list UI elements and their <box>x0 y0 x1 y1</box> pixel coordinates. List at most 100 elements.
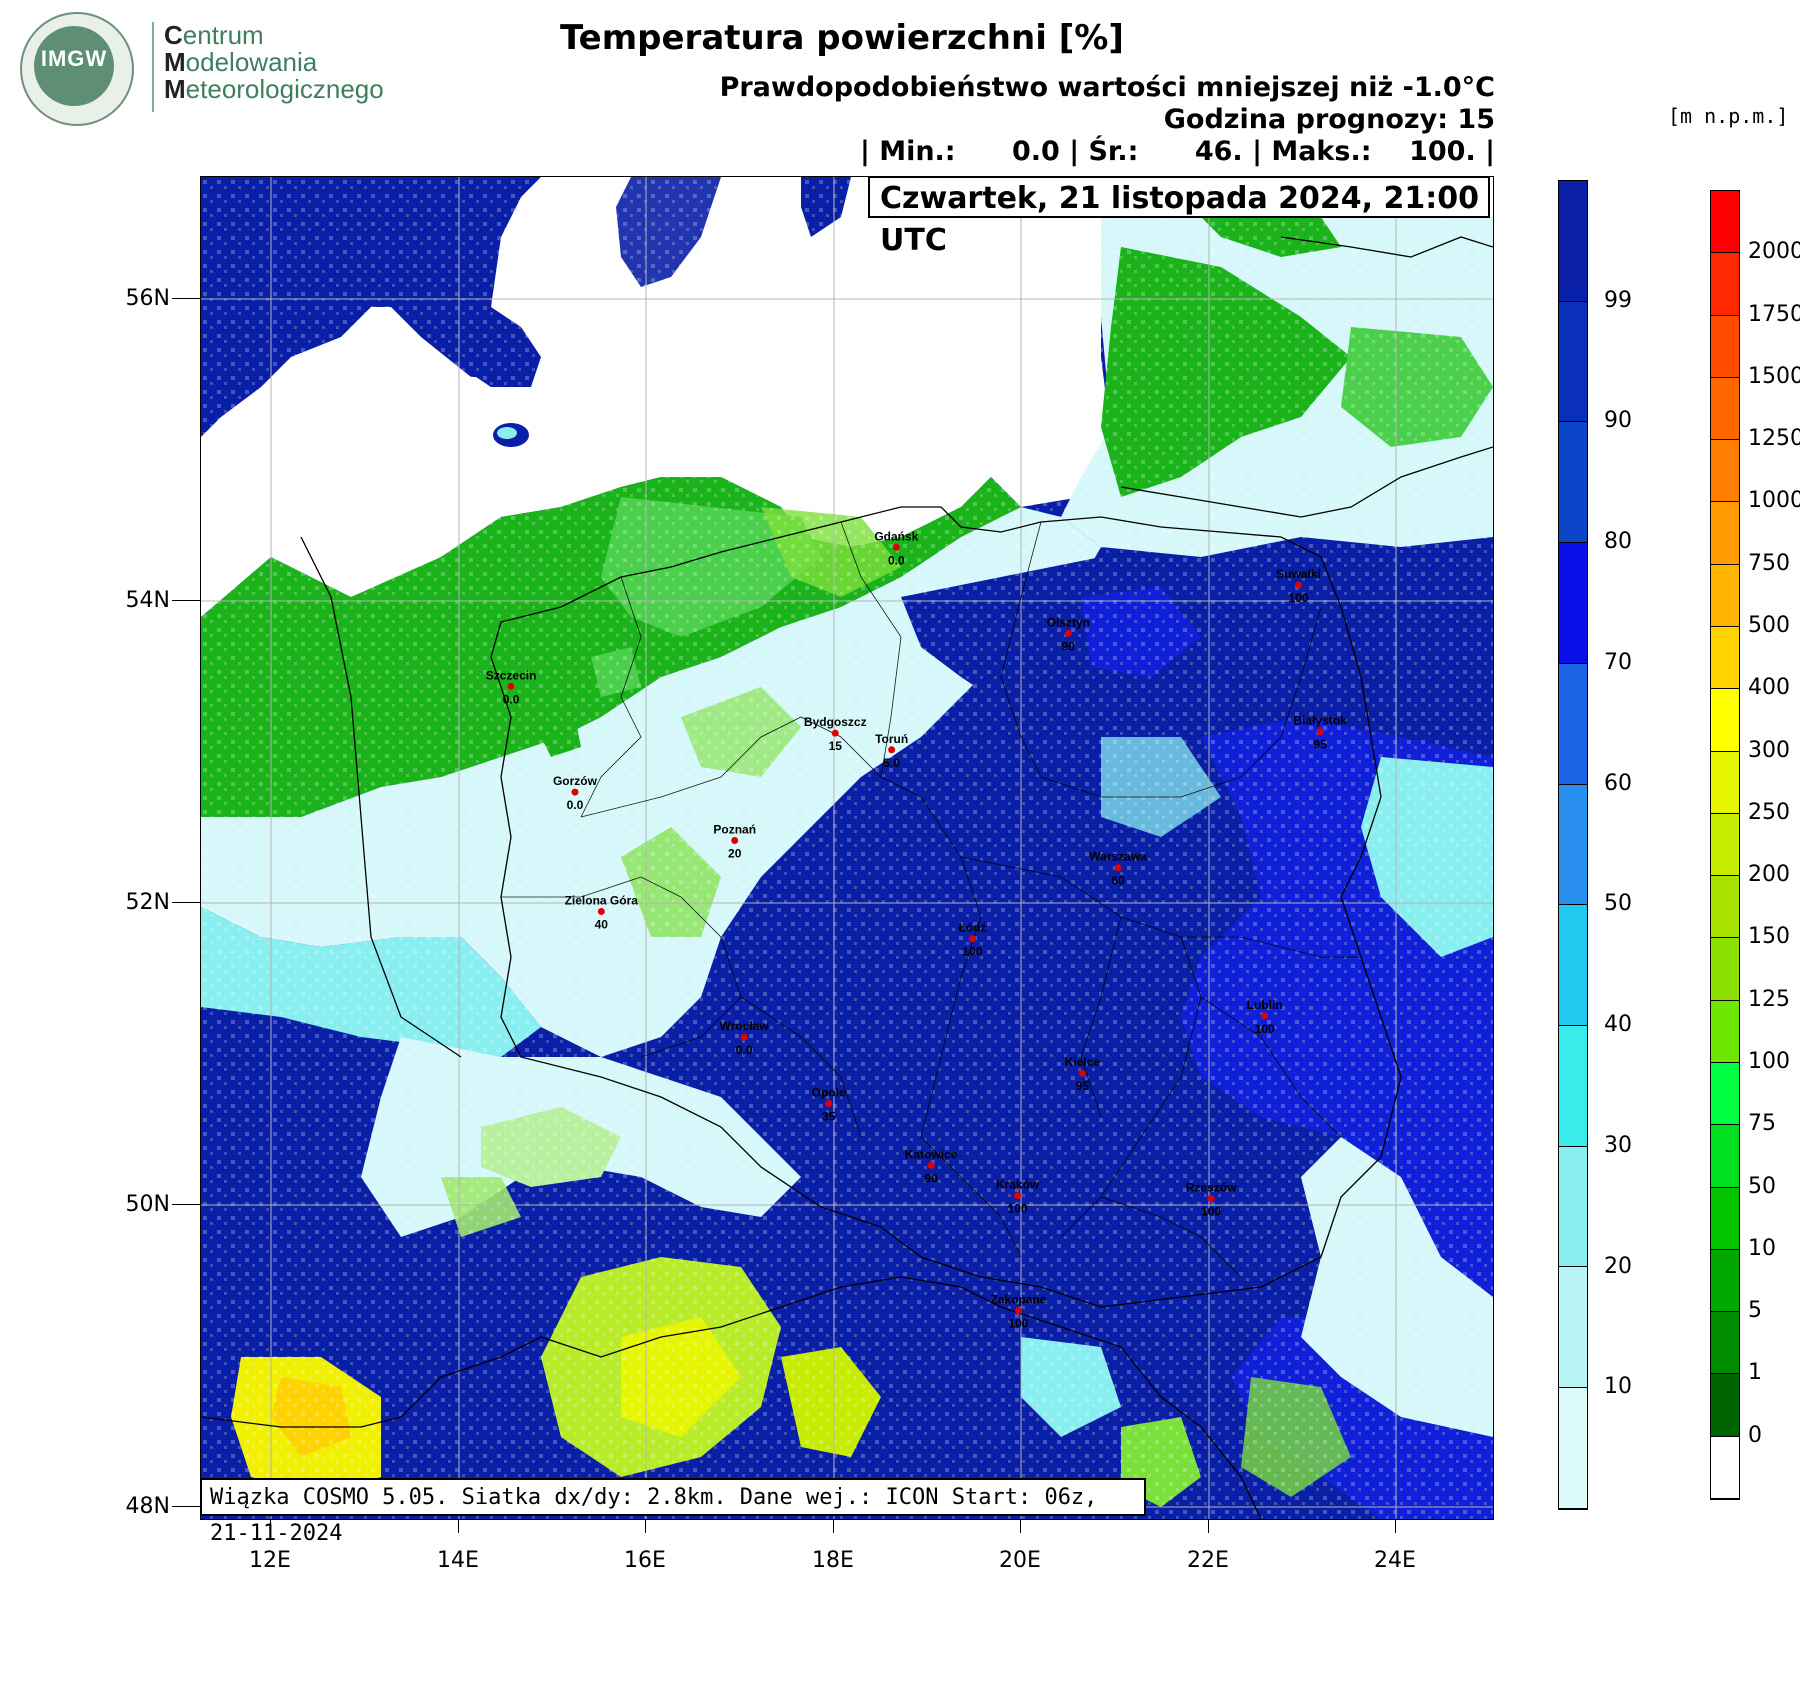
legend-swatch <box>1711 440 1739 503</box>
city-dot <box>1078 1069 1086 1077</box>
czech-border <box>201 1276 962 1428</box>
lon-label-14: 14E <box>437 1548 479 1573</box>
lat-label-50: 50N <box>125 1192 170 1217</box>
city-name: Białystok <box>1293 714 1347 728</box>
city-value: 0.0 <box>503 692 520 706</box>
city-value: 90 <box>1062 639 1076 653</box>
legend-swatch <box>1559 663 1587 785</box>
lon-label-20: 20E <box>999 1548 1041 1573</box>
city-name: Lublin <box>1247 998 1283 1012</box>
city-warszawa: Warszawa 60 <box>1089 850 1147 888</box>
city-name: Szczecin <box>486 668 537 682</box>
city-dot <box>927 1161 935 1169</box>
legend-label: 50 <box>1748 1173 1776 1199</box>
city-name: Wrocław <box>720 1019 770 1033</box>
city-dot <box>825 1099 833 1107</box>
legend-swatch <box>1711 315 1739 378</box>
legend-swatch <box>1559 784 1587 906</box>
legend-label: 300 <box>1748 737 1790 763</box>
city-dot <box>597 908 605 916</box>
lon-tick <box>270 1519 271 1533</box>
city-dot <box>888 746 896 754</box>
legend-label: 750 <box>1748 550 1790 576</box>
legend-swatch <box>1711 938 1739 1001</box>
city-dot <box>1207 1195 1215 1203</box>
city-value: 100 <box>962 945 982 959</box>
city-name: Poznań <box>713 822 756 836</box>
slovak-border <box>960 1286 1262 1519</box>
city-value: 100 <box>1008 1202 1028 1216</box>
legend-label: 100 <box>1748 1049 1790 1074</box>
city-name: Opole <box>812 1085 846 1099</box>
lat-tick <box>172 902 200 903</box>
legend-label: 90 <box>1604 408 1632 434</box>
legend-swatch <box>1711 1249 1739 1313</box>
lon-tick <box>1020 1519 1021 1533</box>
legend-label: 1250 <box>1748 426 1800 452</box>
city-zakopane: Zakopane 100 <box>990 1293 1046 1331</box>
legend-label: 0 <box>1748 1422 1762 1448</box>
legend-label: 10 <box>1604 1374 1632 1400</box>
city-dot <box>1294 581 1302 589</box>
city-gorzów: Gorzów 0.0 <box>553 774 598 812</box>
lon-tick <box>1208 1519 1209 1533</box>
lon-tick <box>833 1519 834 1533</box>
lon-tick <box>1395 1519 1396 1533</box>
city-markers: Gdańsk 0.0 Olsztyn 90 Suwałki 100 Szczecin 0.0 B… <box>486 529 1347 1330</box>
logo-mark: IMGW <box>40 46 108 71</box>
logo-line-3: Meteorologicznego <box>164 74 384 104</box>
legend-swatch <box>1711 876 1739 939</box>
baltic-border <box>1120 446 1493 518</box>
city-dot <box>1014 1192 1022 1200</box>
legend-label: 400 <box>1748 675 1790 701</box>
german-border <box>300 536 462 1058</box>
stats-line: | Min.: 0.0 | Śr.: 46. | Maks.: 100. | <box>859 136 1495 167</box>
city-value: 90 <box>924 1171 938 1185</box>
city-opole: Opole 35 <box>812 1085 846 1123</box>
city-value: 0.0 <box>888 553 905 567</box>
legend-swatch <box>1711 813 1739 877</box>
imgw-logo: IMGW Centrum Modelowania Meteorologiczne… <box>12 12 384 126</box>
city-dot <box>507 682 515 690</box>
legend-swatch <box>1559 905 1587 1027</box>
city-rzeszów: Rzeszów 100 <box>1186 1181 1237 1219</box>
map-canvas: Gdańsk 0.0 Olsztyn 90 Suwałki 100 Szczecin 0.0 B… <box>201 177 1493 1519</box>
city-toruń: Toruń 5.0 <box>875 732 908 770</box>
legend-label: 20 <box>1604 1253 1632 1279</box>
legend-swatch <box>1559 301 1587 423</box>
city-value: 20 <box>728 846 742 860</box>
legend-label: 99 <box>1604 287 1632 313</box>
city-dot <box>1064 629 1072 637</box>
city-wrocław: Wrocław 0.0 <box>720 1019 770 1057</box>
legend-label: 30 <box>1604 1132 1632 1158</box>
legend-swatch <box>1711 502 1739 565</box>
legend-swatch <box>1711 626 1739 690</box>
legend-swatch <box>1711 253 1739 316</box>
city-value: 35 <box>822 1109 836 1123</box>
legend-label: 80 <box>1604 529 1632 555</box>
city-dot <box>1261 1012 1269 1020</box>
logo-line-2: Modelowania <box>164 47 318 77</box>
graticule <box>201 177 1493 1519</box>
lon-label-24: 24E <box>1374 1548 1416 1573</box>
legend-label: 70 <box>1604 649 1632 675</box>
lat-label-56: 56N <box>125 286 170 311</box>
city-name: Kraków <box>996 1178 1040 1192</box>
legend-swatch <box>1559 543 1587 664</box>
lon-tick <box>458 1519 459 1533</box>
legend-swatch <box>1711 1436 1739 1499</box>
city-dot <box>1014 1307 1022 1315</box>
legend-swatch <box>1559 181 1587 302</box>
city-zielona-góra: Zielona Góra 40 <box>565 894 639 932</box>
city-value: 5.0 <box>883 756 900 770</box>
lat-tick <box>172 1204 200 1205</box>
legend-swatch <box>1559 1026 1587 1147</box>
city-value: 95 <box>1313 738 1327 752</box>
city-poznań: Poznań 20 <box>713 822 756 860</box>
city-name: Olsztyn <box>1047 615 1090 629</box>
lat-label-48: 48N <box>125 1494 170 1519</box>
legend-swatch <box>1711 751 1739 814</box>
forecast-map: Gdańsk 0.0 Olsztyn 90 Suwałki 100 Szczecin 0.0 B… <box>200 176 1494 1520</box>
model-info-box: Wiązka COSMO 5.05. Siatka dx/dy: 2.8km. … <box>200 1478 1146 1546</box>
legend-swatch <box>1711 1374 1739 1437</box>
